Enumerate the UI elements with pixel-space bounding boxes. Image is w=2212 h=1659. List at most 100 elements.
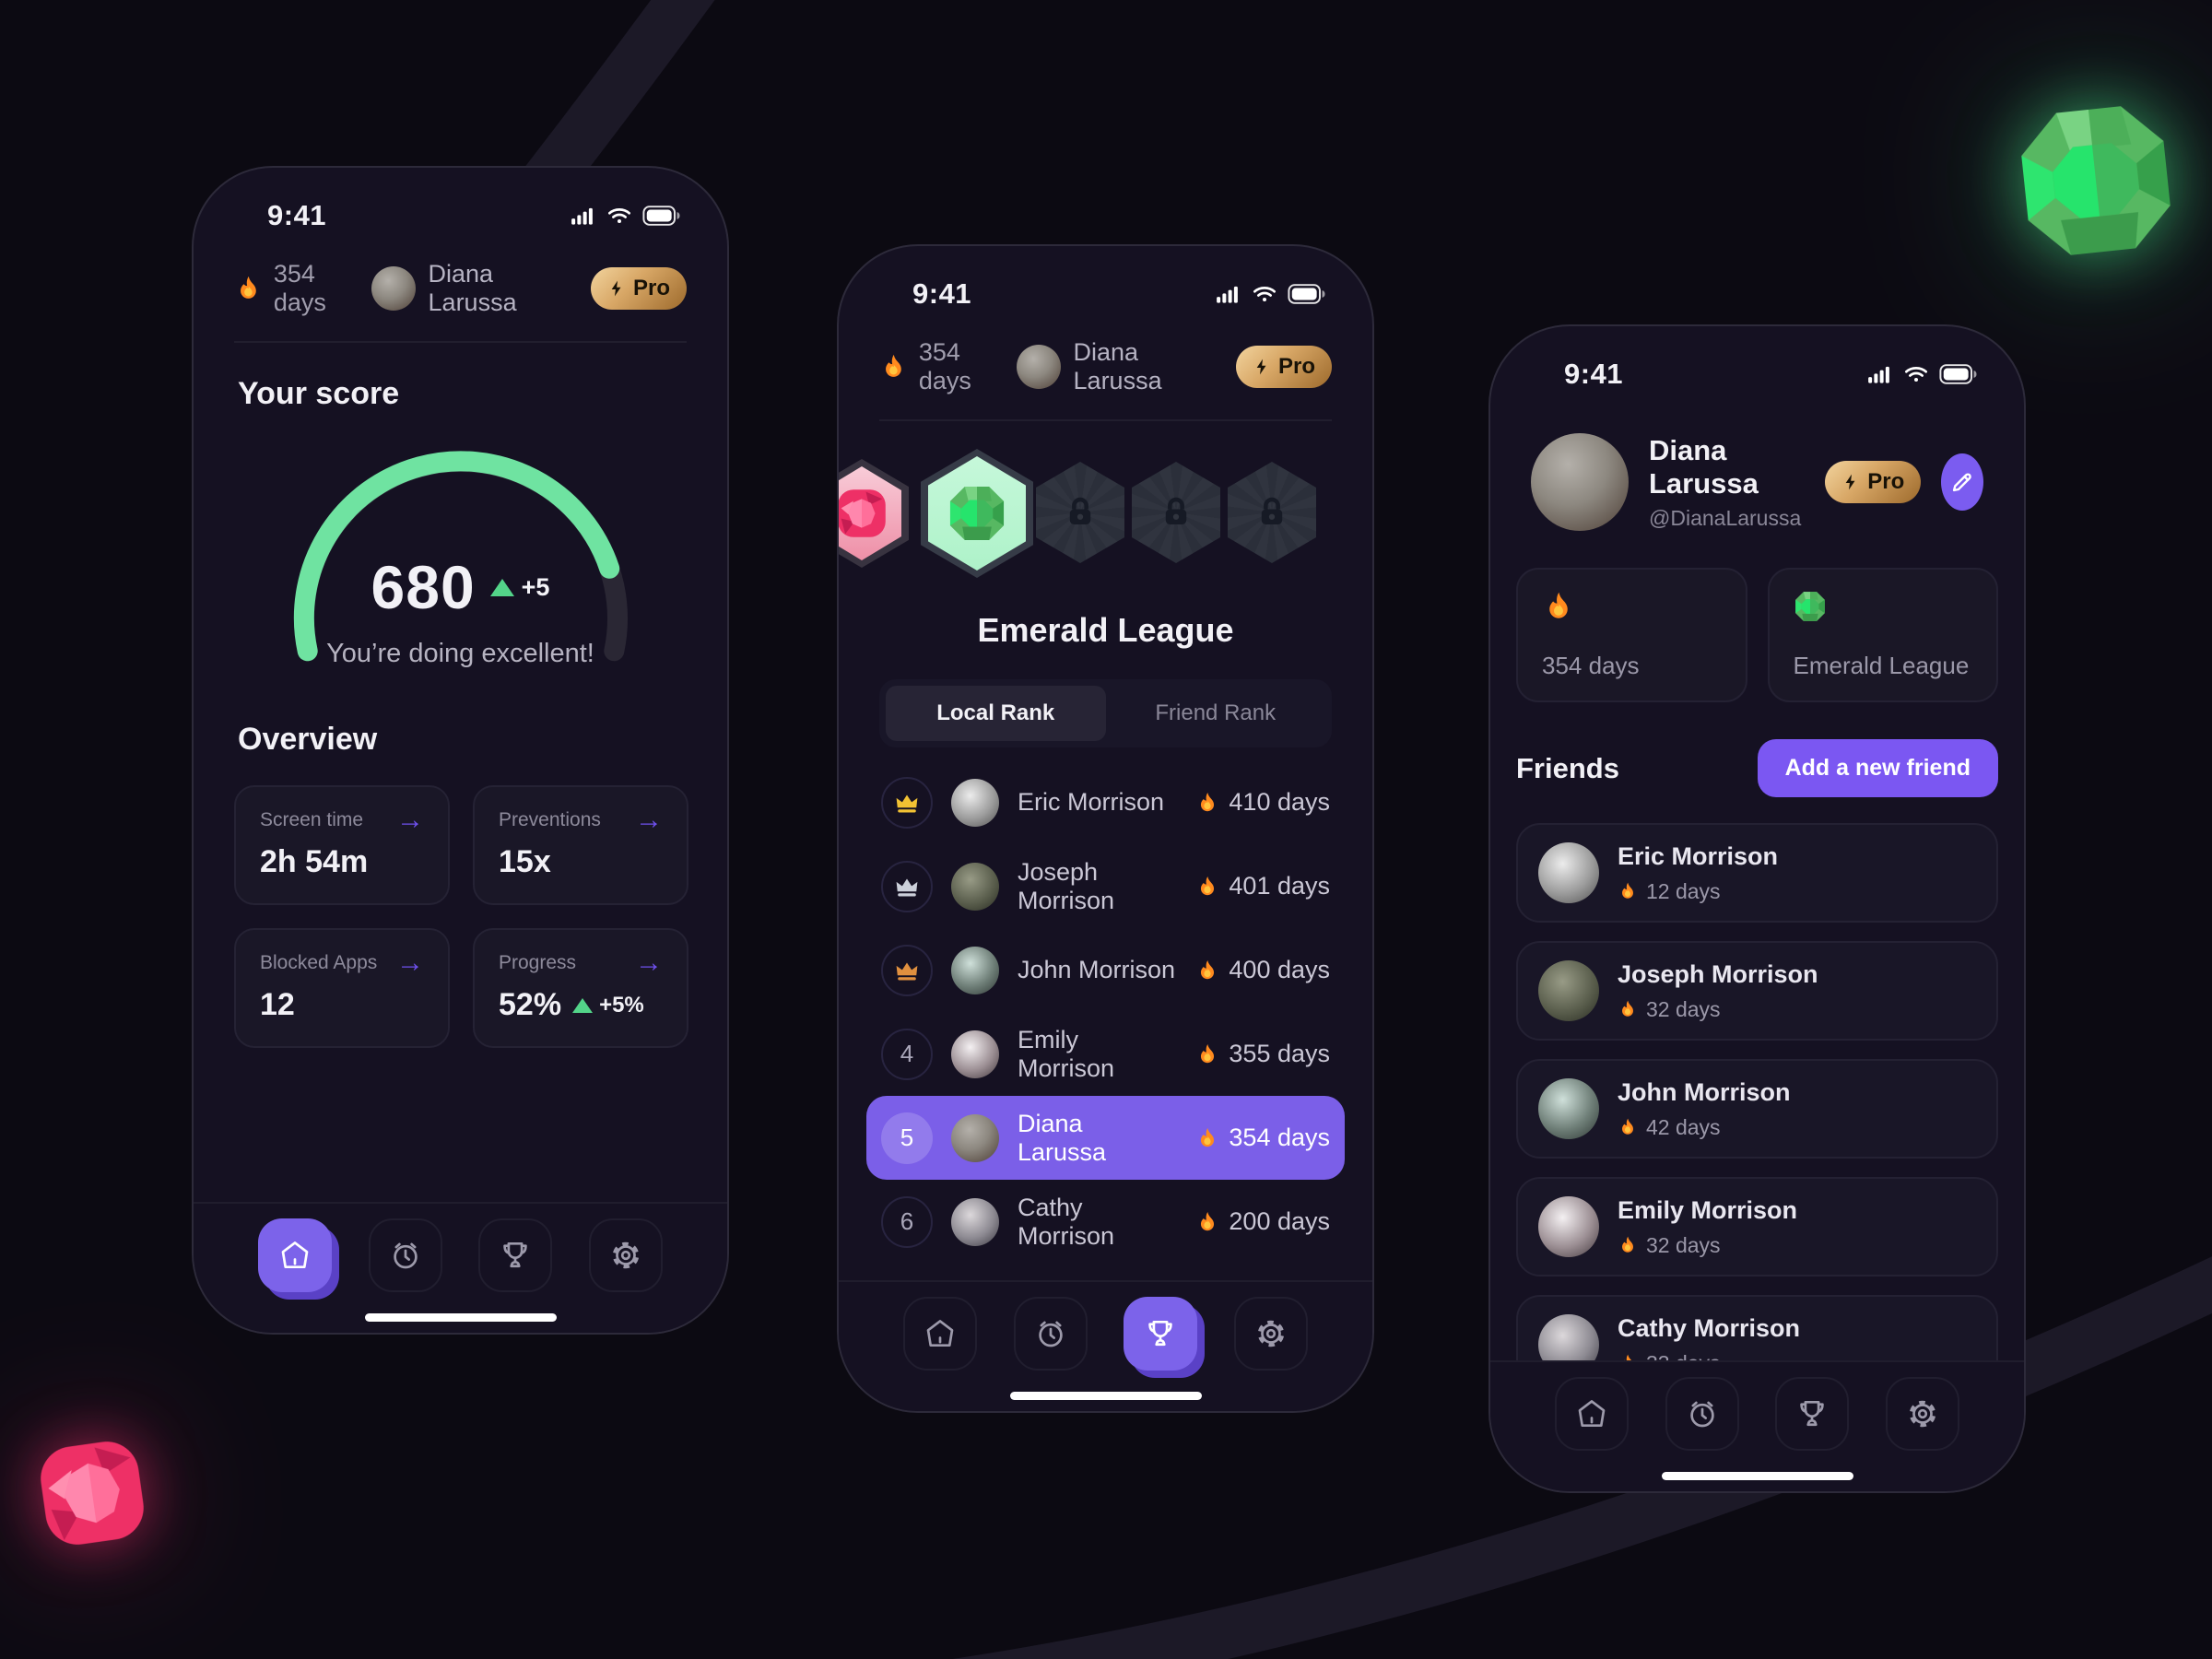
friends-list: Eric Morrison 12 days Joseph Morrison 32… xyxy=(1516,823,1998,1394)
leaderboard-row[interactable]: John Morrison 400 days xyxy=(866,928,1345,1012)
friend-card[interactable]: Joseph Morrison 32 days xyxy=(1516,941,1998,1041)
pro-label: Pro xyxy=(1277,354,1315,379)
overview-cards: Screen time → 2h 54m Preventions → 15x Blo… xyxy=(234,785,688,1048)
status-time: 9:41 xyxy=(1564,358,1624,390)
nav-league-button[interactable] xyxy=(478,1218,553,1292)
nav-league-button[interactable] xyxy=(1124,1297,1198,1371)
flame-icon xyxy=(1195,1126,1219,1150)
card-progress[interactable]: Progress → 52% +5% xyxy=(473,928,688,1048)
add-friend-button[interactable]: Add a new friend xyxy=(1757,739,1998,797)
nav-timer-button[interactable] xyxy=(368,1218,442,1292)
nav-home-button[interactable] xyxy=(903,1297,977,1371)
bolt-icon xyxy=(607,279,626,298)
bottom-nav xyxy=(839,1280,1372,1411)
nav-home-button[interactable] xyxy=(258,1218,332,1292)
friend-card[interactable]: John Morrison 42 days xyxy=(1516,1059,1998,1159)
streak-stat-card[interactable]: 354 days xyxy=(1516,568,1747,702)
arrow-right-icon[interactable]: → xyxy=(635,947,663,978)
tab-friend-rank[interactable]: Friend Rank xyxy=(1155,700,1277,725)
status-icons xyxy=(569,202,681,229)
profile-stats: 354 days Emerald League xyxy=(1516,568,1998,702)
edit-profile-button[interactable] xyxy=(1941,453,1983,511)
score-gauge: 680 +5 You’re doing excellent! xyxy=(258,425,664,688)
locked-league-badge xyxy=(1228,462,1316,563)
user-name: Diana Larussa xyxy=(428,260,517,316)
friend-card[interactable]: Eric Morrison 12 days xyxy=(1516,823,1998,923)
nav-home-button[interactable] xyxy=(1555,1377,1629,1451)
card-blocked-apps[interactable]: Blocked Apps → 12 xyxy=(234,928,450,1048)
nav-settings-button[interactable] xyxy=(1885,1377,1959,1451)
home-indicator[interactable] xyxy=(1661,1472,1853,1480)
league-badges xyxy=(839,449,1372,587)
streak-label: 354 days xyxy=(918,338,971,394)
home-icon xyxy=(277,1238,312,1273)
card-screen-time[interactable]: Screen time → 2h 54m xyxy=(234,785,450,905)
pencil-icon xyxy=(1947,467,1977,497)
triangle-up-icon xyxy=(572,997,594,1013)
signal-icon xyxy=(1865,360,1893,388)
arrow-right-icon[interactable]: → xyxy=(396,805,424,835)
flame-icon xyxy=(1195,1210,1219,1234)
pro-badge[interactable]: Pro xyxy=(1235,346,1332,388)
leaderboard-row[interactable]: Eric Morrison 410 days xyxy=(866,760,1345,844)
pro-badge[interactable]: Pro xyxy=(1825,461,1922,503)
user-chip[interactable]: Diana Larussa Pro xyxy=(371,260,687,317)
nav-timer-button[interactable] xyxy=(1013,1297,1088,1371)
friend-card[interactable]: Emily Morrison 32 days xyxy=(1516,1177,1998,1277)
progress-delta: +5% xyxy=(572,993,644,1018)
score-delta: +5 xyxy=(489,573,549,602)
league-stat-card[interactable]: Emerald League xyxy=(1767,568,1998,702)
flame-icon xyxy=(1195,959,1219,982)
emerald-league-badge[interactable] xyxy=(921,449,1033,578)
emerald-gem-decoration xyxy=(2006,91,2184,269)
leaderboard-row[interactable]: Joseph Morrison 401 days xyxy=(866,844,1345,928)
leaderboard-row-current-user[interactable]: 5 Diana Larussa 354 days xyxy=(866,1096,1345,1180)
nav-timer-button[interactable] xyxy=(1665,1377,1739,1451)
flame-icon xyxy=(1618,999,1638,1019)
bolt-icon xyxy=(1841,473,1860,491)
streak-label: 354 days xyxy=(273,260,326,316)
battery-icon xyxy=(642,205,681,227)
avatar xyxy=(951,946,999,994)
flame-icon xyxy=(234,274,263,303)
phone-home-screen: 9:41 354 days Diana Larussa Pro Your s xyxy=(192,166,729,1335)
card-preventions[interactable]: Preventions → 15x xyxy=(473,785,688,905)
leaderboard-row[interactable]: 4 Emily Morrison 355 days xyxy=(866,1012,1345,1096)
rank-badge-gold xyxy=(881,776,933,829)
crown-gold-icon xyxy=(893,789,921,817)
wifi-icon xyxy=(1251,280,1278,308)
crown-bronze-icon xyxy=(893,957,921,984)
pro-badge[interactable]: Pro xyxy=(590,267,687,310)
avatar xyxy=(1538,960,1599,1021)
status-bar: 9:41 xyxy=(1490,326,2024,394)
leaderboard-row[interactable]: 6 Cathy Morrison 200 days xyxy=(866,1180,1345,1264)
home-indicator[interactable] xyxy=(1009,1392,1202,1400)
streak-days: 400 days xyxy=(1195,956,1330,984)
streak-days: 32 days xyxy=(1618,1233,1797,1258)
flame-icon xyxy=(1618,1235,1638,1255)
lock-icon xyxy=(1253,493,1291,532)
avatar xyxy=(951,1197,999,1246)
avatar xyxy=(951,1113,999,1162)
nav-league-button[interactable] xyxy=(1775,1377,1850,1451)
league-title: Emerald League xyxy=(977,611,1234,649)
arrow-right-icon[interactable]: → xyxy=(635,805,663,835)
nav-settings-button[interactable] xyxy=(588,1218,663,1292)
emerald-gem-icon xyxy=(947,483,1007,544)
battery-icon xyxy=(1288,283,1326,305)
streak-days: 401 days xyxy=(1195,872,1330,900)
signal-icon xyxy=(569,202,596,229)
home-indicator[interactable] xyxy=(364,1313,557,1322)
ruby-league-badge[interactable] xyxy=(839,459,909,568)
pro-label: Pro xyxy=(1867,469,1905,494)
arrow-right-icon[interactable]: → xyxy=(396,947,424,978)
status-bar: 9:41 xyxy=(194,168,727,236)
flame-icon xyxy=(879,352,908,382)
nav-settings-button[interactable] xyxy=(1233,1297,1308,1371)
flame-icon xyxy=(1195,1042,1219,1066)
user-chip[interactable]: Diana Larussa Pro xyxy=(1016,338,1332,395)
streak-counter: 354 days xyxy=(234,260,371,317)
trophy-icon xyxy=(1143,1316,1178,1351)
tab-local-rank[interactable]: Local Rank xyxy=(886,686,1106,741)
